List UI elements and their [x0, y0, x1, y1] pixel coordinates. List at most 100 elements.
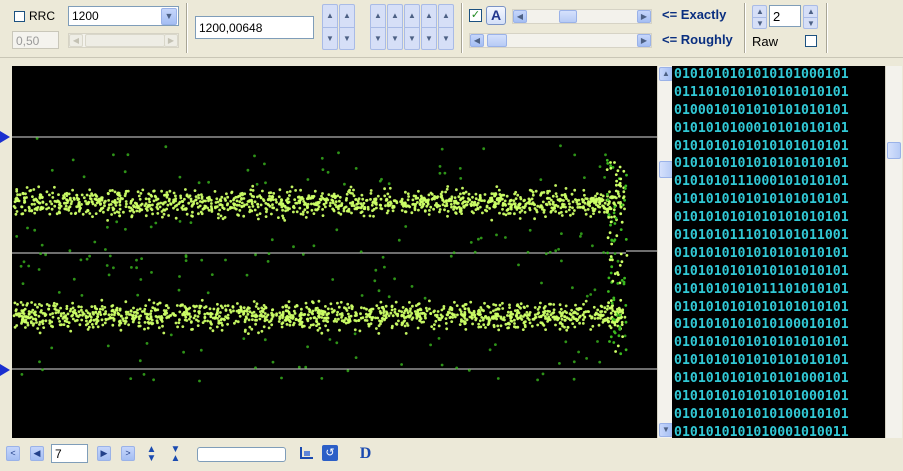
signal-dot: [147, 321, 150, 324]
spin-down-icon[interactable]: ▼: [804, 17, 818, 29]
baud-slider-thumb[interactable]: [85, 34, 165, 47]
roughly-slider-thumb[interactable]: [487, 34, 507, 47]
spin-up-icon[interactable]: ▲: [388, 5, 402, 27]
signal-dot: [33, 199, 36, 202]
spin-up-icon[interactable]: ▲: [371, 5, 385, 27]
spin-down-icon[interactable]: ▼: [439, 27, 453, 50]
freq-spinner-6[interactable]: ▲ ▼: [421, 4, 437, 50]
lower-level-marker-icon[interactable]: [0, 364, 10, 376]
rrc-checkbox[interactable]: [14, 11, 25, 22]
signal-dot: [189, 194, 192, 197]
signal-dot: [434, 320, 437, 323]
roughly-slider[interactable]: ◀ ▶: [469, 33, 652, 48]
chevron-right-icon[interactable]: >: [121, 446, 135, 461]
signal-dot: [571, 206, 574, 209]
spin-up-icon[interactable]: ▲: [340, 5, 354, 27]
signal-dot: [500, 195, 503, 198]
auto-button[interactable]: A: [486, 6, 506, 25]
signal-dot: [389, 187, 392, 190]
spin-down-icon[interactable]: ▼: [753, 17, 767, 29]
signal-dot: [317, 311, 320, 314]
page-number-input[interactable]: 7: [51, 444, 88, 463]
triangle-right-icon[interactable]: ▶: [97, 446, 111, 461]
signal-dot: [559, 303, 562, 306]
chevron-down-icon[interactable]: ▼: [161, 8, 177, 25]
count-spinner-left[interactable]: ▲ ▼: [752, 5, 767, 29]
spin-down-icon[interactable]: ▼: [323, 27, 337, 50]
crop-icon[interactable]: [298, 445, 315, 462]
freq-spinner-3[interactable]: ▲ ▼: [370, 4, 386, 50]
letter-d-icon[interactable]: D: [357, 445, 374, 462]
expand-vertical-icon[interactable]: ▲ ▼: [143, 445, 160, 462]
signal-dot: [450, 255, 453, 258]
scope-scrollbar[interactable]: ▲ ▼: [657, 66, 672, 438]
freq-spinner-7[interactable]: ▲ ▼: [438, 4, 454, 50]
spin-up-icon[interactable]: ▲: [323, 5, 337, 27]
signal-dot: [441, 191, 444, 194]
signal-dot: [609, 164, 612, 167]
frequency-input[interactable]: 1200,00648: [195, 16, 314, 39]
triangle-left-icon[interactable]: ◀: [30, 446, 44, 461]
signal-dot: [393, 277, 396, 280]
signal-dot: [375, 327, 378, 330]
chevron-left-icon[interactable]: <: [6, 446, 20, 461]
signal-dot: [548, 190, 551, 193]
raw-checkbox[interactable]: [805, 35, 817, 47]
reset-icon[interactable]: ↺: [322, 445, 338, 461]
scope-scrollbar-thumb[interactable]: [659, 161, 673, 178]
rolloff-input[interactable]: 0,50: [12, 31, 59, 49]
signal-dot: [335, 200, 338, 203]
signal-dot: [268, 327, 271, 330]
spin-down-icon[interactable]: ▼: [340, 27, 354, 50]
baud-slider[interactable]: ◀ ▶: [68, 33, 179, 48]
spin-up-icon[interactable]: ▲: [804, 6, 818, 17]
scroll-right-icon[interactable]: ▶: [164, 34, 178, 47]
signal-dot: [333, 320, 336, 323]
spin-up-icon[interactable]: ▲: [405, 5, 419, 27]
signal-dot: [260, 204, 263, 207]
bits-scrollbar[interactable]: [885, 66, 902, 438]
count-input[interactable]: 2: [769, 5, 801, 27]
signal-dot: [238, 311, 241, 314]
auto-checkbox[interactable]: ✓: [469, 9, 482, 22]
exactly-slider-thumb[interactable]: [559, 10, 577, 23]
freq-spinner-2[interactable]: ▲ ▼: [339, 4, 355, 50]
signal-dot: [619, 178, 622, 181]
signal-dot: [585, 357, 588, 360]
bits-scrollbar-thumb[interactable]: [887, 142, 901, 159]
eye-diagram-display[interactable]: [12, 66, 657, 438]
signal-dot: [583, 176, 586, 179]
signal-dot: [625, 174, 628, 177]
scroll-up-icon[interactable]: ▲: [659, 67, 673, 81]
signal-dot: [447, 210, 450, 213]
exactly-slider[interactable]: ◀ ▶: [512, 9, 652, 24]
signal-dot: [516, 194, 519, 197]
spin-up-icon[interactable]: ▲: [439, 5, 453, 27]
freq-spinner-1[interactable]: ▲ ▼: [322, 4, 338, 50]
signal-dot: [392, 209, 395, 212]
spin-down-icon[interactable]: ▼: [422, 27, 436, 50]
scroll-left-icon[interactable]: ◀: [513, 10, 527, 23]
scroll-right-icon[interactable]: ▶: [637, 34, 651, 47]
signal-dot: [308, 309, 311, 312]
scroll-down-icon[interactable]: ▼: [659, 423, 673, 437]
count-spinner-right[interactable]: ▲ ▼: [803, 5, 818, 29]
signal-dot: [481, 212, 484, 215]
spin-up-icon[interactable]: ▲: [753, 6, 767, 17]
signal-dot: [363, 215, 366, 218]
collapse-vertical-icon[interactable]: ▼ ▲: [167, 445, 184, 462]
freq-spinner-4[interactable]: ▲ ▼: [387, 4, 403, 50]
spin-down-icon[interactable]: ▼: [405, 27, 419, 50]
spin-down-icon[interactable]: ▼: [371, 27, 385, 50]
spin-up-icon[interactable]: ▲: [422, 5, 436, 27]
upper-level-marker-icon[interactable]: [0, 131, 10, 143]
baud-select[interactable]: 1200 ▼: [68, 6, 179, 26]
signal-dot: [453, 200, 456, 203]
scroll-right-icon[interactable]: ▶: [637, 10, 651, 23]
signal-dot: [36, 137, 39, 140]
freq-spinner-5[interactable]: ▲ ▼: [404, 4, 420, 50]
spin-down-icon[interactable]: ▼: [388, 27, 402, 50]
scroll-left-icon[interactable]: ◀: [69, 34, 83, 47]
signal-dot: [436, 206, 439, 209]
scroll-left-icon[interactable]: ◀: [470, 34, 484, 47]
